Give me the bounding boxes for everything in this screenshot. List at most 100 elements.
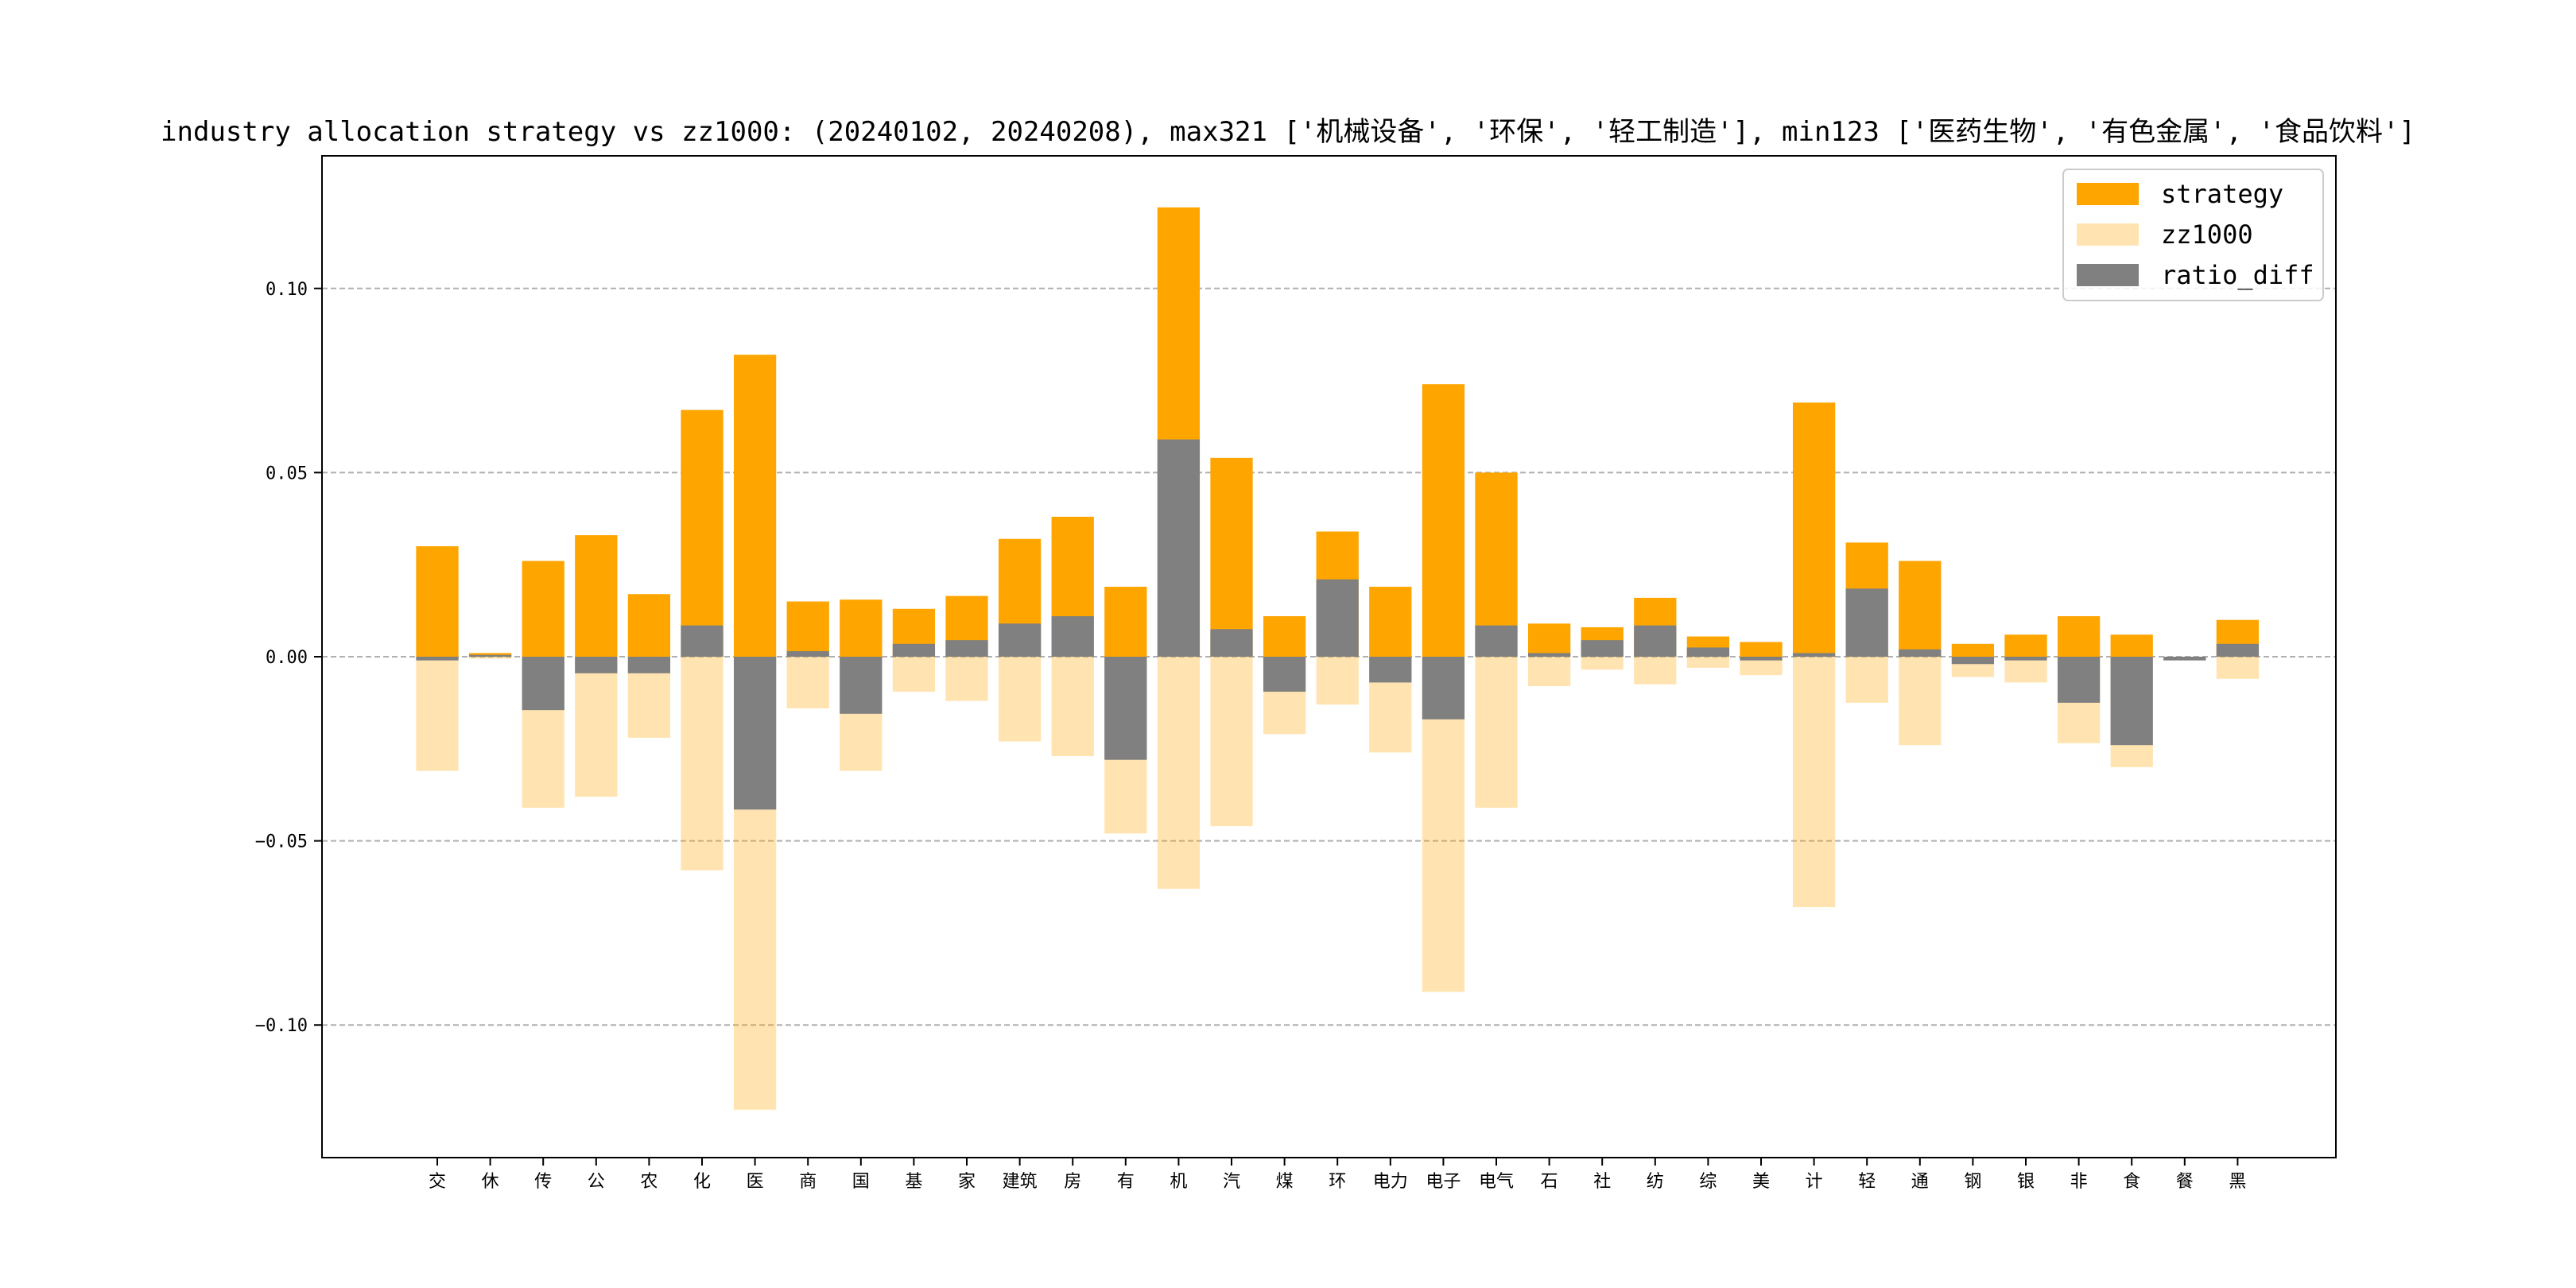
- x-tick-label: 餐: [2176, 1172, 2194, 1192]
- legend-swatch-zz1000: [2077, 223, 2139, 246]
- bar-strategy: [840, 599, 883, 657]
- bar-zz1000: [945, 657, 988, 701]
- x-tick-label: 美: [1752, 1172, 1770, 1192]
- bar-ratio-diff: [945, 640, 988, 657]
- y-tick-label: 0.10: [266, 280, 308, 300]
- bar-zz1000: [1845, 657, 1888, 703]
- bar-ratio-diff: [1845, 588, 1888, 657]
- bar-zz1000: [1792, 657, 1836, 907]
- bar-strategy: [1422, 384, 1465, 657]
- bar-ratio-diff: [1740, 657, 1783, 661]
- x-tick-label: 环: [1329, 1172, 1346, 1192]
- bar-strategy: [681, 409, 724, 657]
- x-tick-label: 计: [1806, 1172, 1823, 1192]
- bar-ratio-diff: [1157, 439, 1201, 657]
- legend: strategy zz1000 ratio_diff: [2062, 169, 2324, 301]
- x-tick-label: 石: [1541, 1172, 1558, 1192]
- bar-zz1000: [1316, 657, 1359, 705]
- bar-zz1000: [786, 657, 829, 708]
- bar-zz1000: [1740, 657, 1783, 676]
- bar-strategy: [2110, 634, 2153, 657]
- bar-strategy: [1104, 586, 1147, 657]
- bar-ratio-diff: [1634, 625, 1677, 657]
- x-tick-label: 国: [852, 1172, 870, 1192]
- legend-swatch-ratio-diff: [2077, 264, 2139, 286]
- x-tick-label: 机: [1170, 1172, 1187, 1192]
- x-tick-label: 电力: [1373, 1172, 1408, 1192]
- bar-ratio-diff: [1316, 579, 1359, 657]
- x-tick-label: 食: [2123, 1172, 2140, 1192]
- bar-ratio-diff: [840, 657, 883, 714]
- x-tick-label: 黑: [2229, 1172, 2246, 1192]
- bar-zz1000: [1157, 657, 1201, 889]
- bar-ratio-diff: [1527, 653, 1571, 657]
- bar-strategy: [416, 546, 459, 657]
- bar-zz1000: [1686, 657, 1730, 668]
- bar-ratio-diff: [522, 657, 564, 711]
- bar-ratio-diff: [1210, 629, 1253, 657]
- bar-ratio-diff: [1263, 657, 1306, 692]
- bar-zz1000: [1210, 657, 1253, 827]
- bar-ratio-diff: [1581, 640, 1624, 657]
- bar-ratio-diff: [681, 625, 724, 657]
- bar-strategy: [1951, 643, 1995, 657]
- bar-strategy: [627, 594, 671, 657]
- bar-zz1000: [1051, 657, 1094, 757]
- bar-strategy: [522, 561, 564, 657]
- y-tick-label: −0.10: [255, 1016, 308, 1036]
- bar-zz1000: [998, 657, 1042, 742]
- x-tick-label: 通: [1911, 1172, 1929, 1192]
- bar-strategy: [1210, 457, 1253, 657]
- bar-ratio-diff: [1104, 657, 1147, 760]
- legend-label-ratio-diff: ratio_diff: [2161, 260, 2314, 290]
- x-tick-label: 农: [640, 1172, 658, 1192]
- x-tick-label: 煤: [1276, 1172, 1294, 1192]
- y-tick-label: 0.05: [266, 464, 308, 483]
- legend-swatch-strategy: [2077, 183, 2139, 205]
- bar-ratio-diff: [575, 657, 618, 673]
- bar-ratio-diff: [2216, 643, 2260, 657]
- x-tick-label: 公: [588, 1172, 605, 1192]
- x-tick-label: 轻: [1858, 1172, 1876, 1192]
- y-tick-label: 0.00: [266, 648, 308, 668]
- x-tick-label: 非: [2070, 1172, 2088, 1192]
- bar-zz1000: [2216, 657, 2260, 679]
- bar-strategy: [1740, 642, 1783, 657]
- bar-strategy: [575, 535, 618, 657]
- bar-zz1000: [468, 657, 512, 659]
- x-tick-label: 综: [1699, 1172, 1717, 1192]
- x-tick-label: 纺: [1647, 1172, 1664, 1192]
- bar-ratio-diff: [1475, 625, 1518, 657]
- bar-ratio-diff: [1951, 657, 1995, 665]
- bar-ratio-diff: [786, 651, 829, 657]
- x-tick-label: 基: [905, 1172, 922, 1192]
- legend-label-strategy: strategy: [2161, 179, 2283, 209]
- bar-ratio-diff: [1792, 653, 1836, 657]
- x-tick-label: 汽: [1223, 1172, 1240, 1192]
- bar-ratio-diff: [1051, 616, 1094, 657]
- bar-zz1000: [1581, 657, 1624, 670]
- bar-ratio-diff: [733, 657, 777, 810]
- bar-zz1000: [1475, 657, 1518, 808]
- bar-zz1000: [575, 657, 618, 797]
- bar-strategy: [786, 601, 829, 657]
- x-tick-label: 休: [482, 1172, 499, 1192]
- bar-strategy: [1263, 616, 1306, 657]
- x-tick-label: 有: [1117, 1172, 1135, 1192]
- x-tick-label: 电气: [1479, 1172, 1514, 1192]
- bar-zz1000: [416, 657, 459, 771]
- x-tick-label: 电子: [1426, 1172, 1461, 1192]
- bars: [416, 207, 2260, 1110]
- bar-zz1000: [1899, 657, 1942, 746]
- bar-ratio-diff: [2057, 657, 2101, 703]
- x-tick-label: 建筑: [1003, 1172, 1038, 1192]
- bar-ratio-diff: [998, 623, 1042, 657]
- bar-strategy: [2057, 616, 2101, 657]
- x-tick-label: 交: [429, 1172, 446, 1192]
- bar-strategy: [733, 355, 777, 657]
- bar-zz1000: [1527, 657, 1571, 687]
- x-tick-label: 钢: [1964, 1172, 1981, 1192]
- bar-ratio-diff: [1686, 647, 1730, 657]
- bar-ratio-diff: [2004, 657, 2047, 661]
